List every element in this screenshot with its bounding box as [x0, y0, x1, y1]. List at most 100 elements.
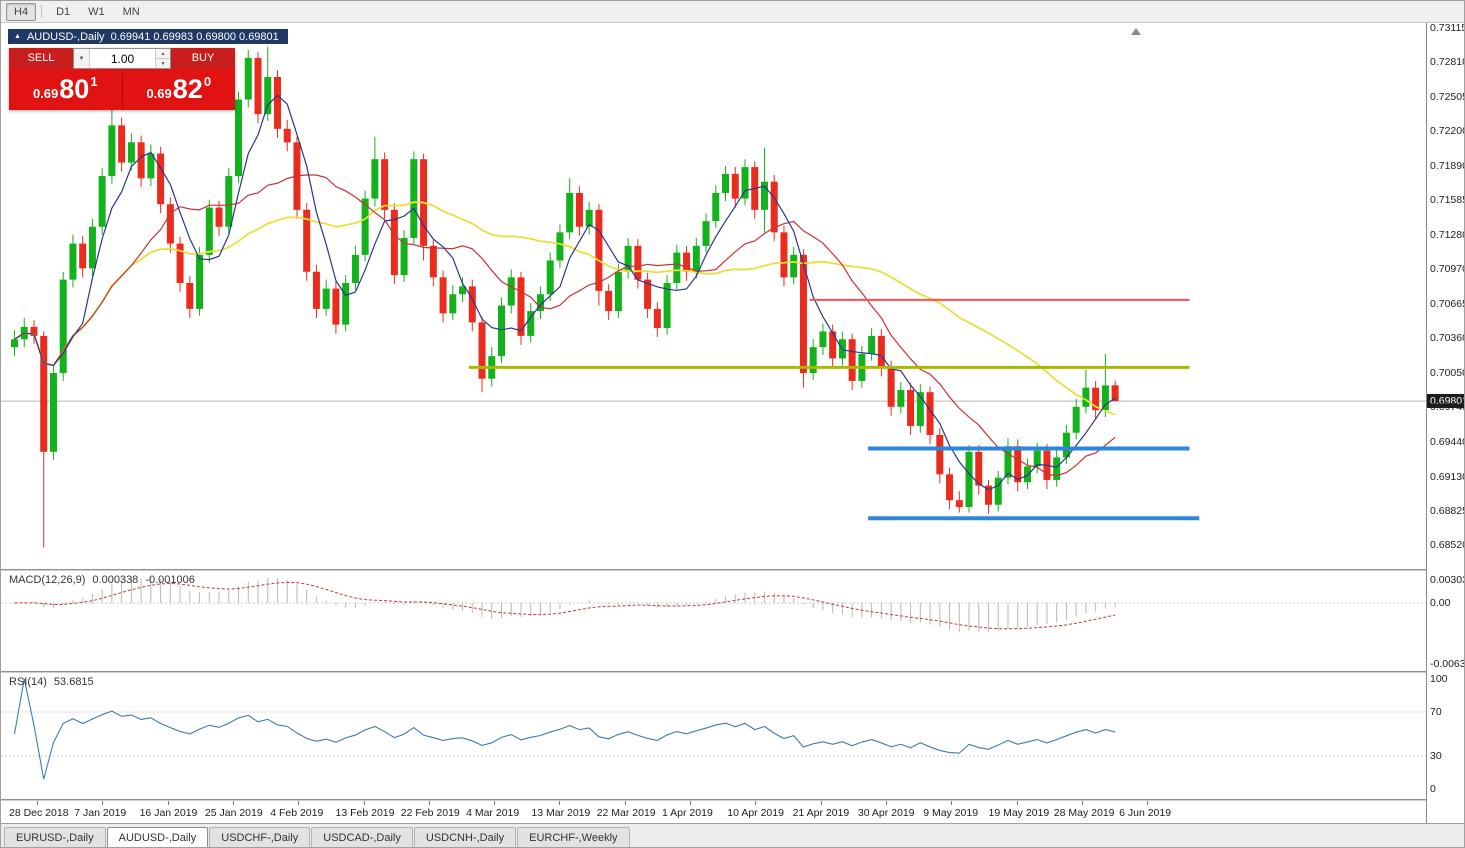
scale-label: 0.70360	[1430, 332, 1465, 345]
candle	[546, 252, 554, 302]
candle	[799, 249, 807, 388]
rsi-line	[13, 678, 1116, 780]
sell-button[interactable]: SELL	[9, 48, 73, 69]
scale-label: 0.71585	[1430, 194, 1465, 207]
tab-usdchf-daily[interactable]: USDCHF-,Daily	[209, 827, 311, 847]
axis-tick	[363, 801, 365, 805]
candle	[118, 117, 126, 172]
candle	[517, 271, 525, 345]
chart-shift-marker-icon[interactable]	[1131, 28, 1141, 35]
scale-label: -0.0063110	[1430, 658, 1465, 670]
macd-canvas[interactable]	[1, 571, 1426, 671]
price-scale[interactable]: 0.69801 0.73115 0.72810 0.72505 0.72200 0.71…	[1426, 23, 1465, 823]
candle	[312, 264, 320, 318]
candle	[215, 200, 223, 236]
panel-separator[interactable]	[1, 799, 1464, 801]
scale-label: 0.70665	[1430, 297, 1465, 310]
panel-separator[interactable]	[1, 671, 1464, 673]
rsi-canvas[interactable]	[1, 673, 1426, 799]
chart-symbol-title: AUDUSD-,Daily	[26, 30, 105, 43]
tab-usdcad-daily[interactable]: USDCAD-,Daily	[311, 827, 413, 847]
candle	[157, 146, 165, 214]
timeframe-button-d1[interactable]: D1	[56, 5, 71, 18]
date-label: 16 Jan 2019	[139, 807, 198, 819]
candle	[127, 133, 135, 171]
candle	[420, 153, 428, 261]
candle	[536, 286, 544, 320]
panel-separator[interactable]	[1, 569, 1464, 571]
axis-tick	[37, 801, 38, 805]
candle	[351, 245, 359, 290]
candle	[225, 168, 233, 234]
candle	[1043, 443, 1051, 489]
candle	[400, 230, 408, 282]
candle	[176, 236, 184, 293]
candle	[88, 218, 96, 277]
candles-layer	[11, 46, 1119, 548]
candle	[907, 383, 915, 435]
timeframe-button-w1[interactable]: W1	[88, 5, 105, 18]
candle	[69, 234, 77, 288]
macd-main-value: 0.000338	[92, 574, 139, 586]
scale-label: 0.00	[1430, 597, 1451, 609]
tab-eurchf-weekly[interactable]: EURCHF-,Weekly	[517, 827, 630, 847]
buy-price-button[interactable]: 0.69 82 0	[123, 69, 236, 110]
candle	[760, 147, 768, 233]
chart-ohlc-readout: 0.69941 0.69983 0.69800 0.69801	[110, 30, 279, 43]
date-label: 19 May 2019	[988, 807, 1050, 819]
buy-price-sup: 0	[203, 74, 212, 89]
candle	[585, 201, 593, 235]
candle	[1053, 449, 1061, 487]
rsi-value: 53.6815	[53, 676, 94, 688]
candle	[59, 271, 67, 381]
candle	[916, 384, 924, 433]
candle	[459, 277, 467, 303]
sell-price-button[interactable]: 0.69 80 1	[9, 69, 123, 110]
candle	[410, 151, 418, 245]
scale-label: 0.71890	[1430, 159, 1465, 172]
timeframe-button-h4[interactable]: H4	[6, 2, 37, 21]
scale-label: 100	[1430, 673, 1448, 685]
rsi-title-label: RSI(14)	[9, 676, 47, 688]
scale-label: 0.69130	[1430, 470, 1465, 483]
candle	[556, 224, 564, 269]
chart-window-title[interactable]: ▲ AUDUSD-,Daily 0.69941 0.69983 0.69800 …	[8, 29, 288, 44]
axis-tick	[1016, 801, 1018, 805]
date-label: 1 Apr 2019	[662, 807, 713, 819]
main-chart-canvas[interactable]	[1, 23, 1426, 569]
volume-spin-up-icon[interactable]: ▲	[156, 49, 170, 59]
date-label: 13 Feb 2019	[335, 807, 395, 819]
candle	[770, 174, 778, 242]
candle	[965, 445, 973, 513]
scale-label: 0.72505	[1430, 90, 1465, 103]
date-label: 30 Apr 2019	[857, 807, 915, 819]
date-axis[interactable]: 28 Dec 2018 7 Jan 2019 16 Jan 2019 25 Jan 2…	[1, 801, 1426, 823]
candle	[1092, 380, 1100, 420]
candle	[147, 144, 155, 187]
volume-dropdown-icon[interactable]: ▼	[74, 49, 90, 68]
candle	[371, 136, 379, 207]
volume-spin-down-icon[interactable]: ▼	[156, 59, 170, 68]
candle	[780, 225, 788, 287]
candle	[790, 246, 798, 285]
collapse-triangle-icon[interactable]: ▲	[14, 33, 21, 40]
candle	[644, 272, 652, 318]
date-label: 22 Mar 2019	[596, 807, 656, 819]
buy-button[interactable]: BUY	[171, 48, 235, 69]
tab-eurusd-daily[interactable]: EURUSD-,Daily	[4, 827, 106, 847]
candle	[254, 52, 262, 124]
candle	[731, 167, 739, 208]
date-label: 13 Mar 2019	[531, 807, 591, 819]
timeframe-button-mn[interactable]: MN	[122, 5, 140, 18]
volume-input[interactable]	[90, 49, 155, 68]
candle	[527, 303, 535, 343]
candle	[955, 491, 963, 513]
candle	[390, 203, 398, 285]
ma-mid-red	[14, 174, 1116, 477]
tab-audusd-daily[interactable]: AUDUSD-,Daily	[106, 827, 209, 847]
axis-tick	[428, 801, 430, 805]
tab-usdcnh-daily[interactable]: USDCNH-,Daily	[413, 827, 517, 847]
macd-signal-value: -0.001006	[145, 574, 195, 586]
one-click-trading-panel: SELL ▼ ▲ ▼ BUY 0.69 80 1 0	[9, 48, 235, 110]
candle	[235, 91, 243, 183]
